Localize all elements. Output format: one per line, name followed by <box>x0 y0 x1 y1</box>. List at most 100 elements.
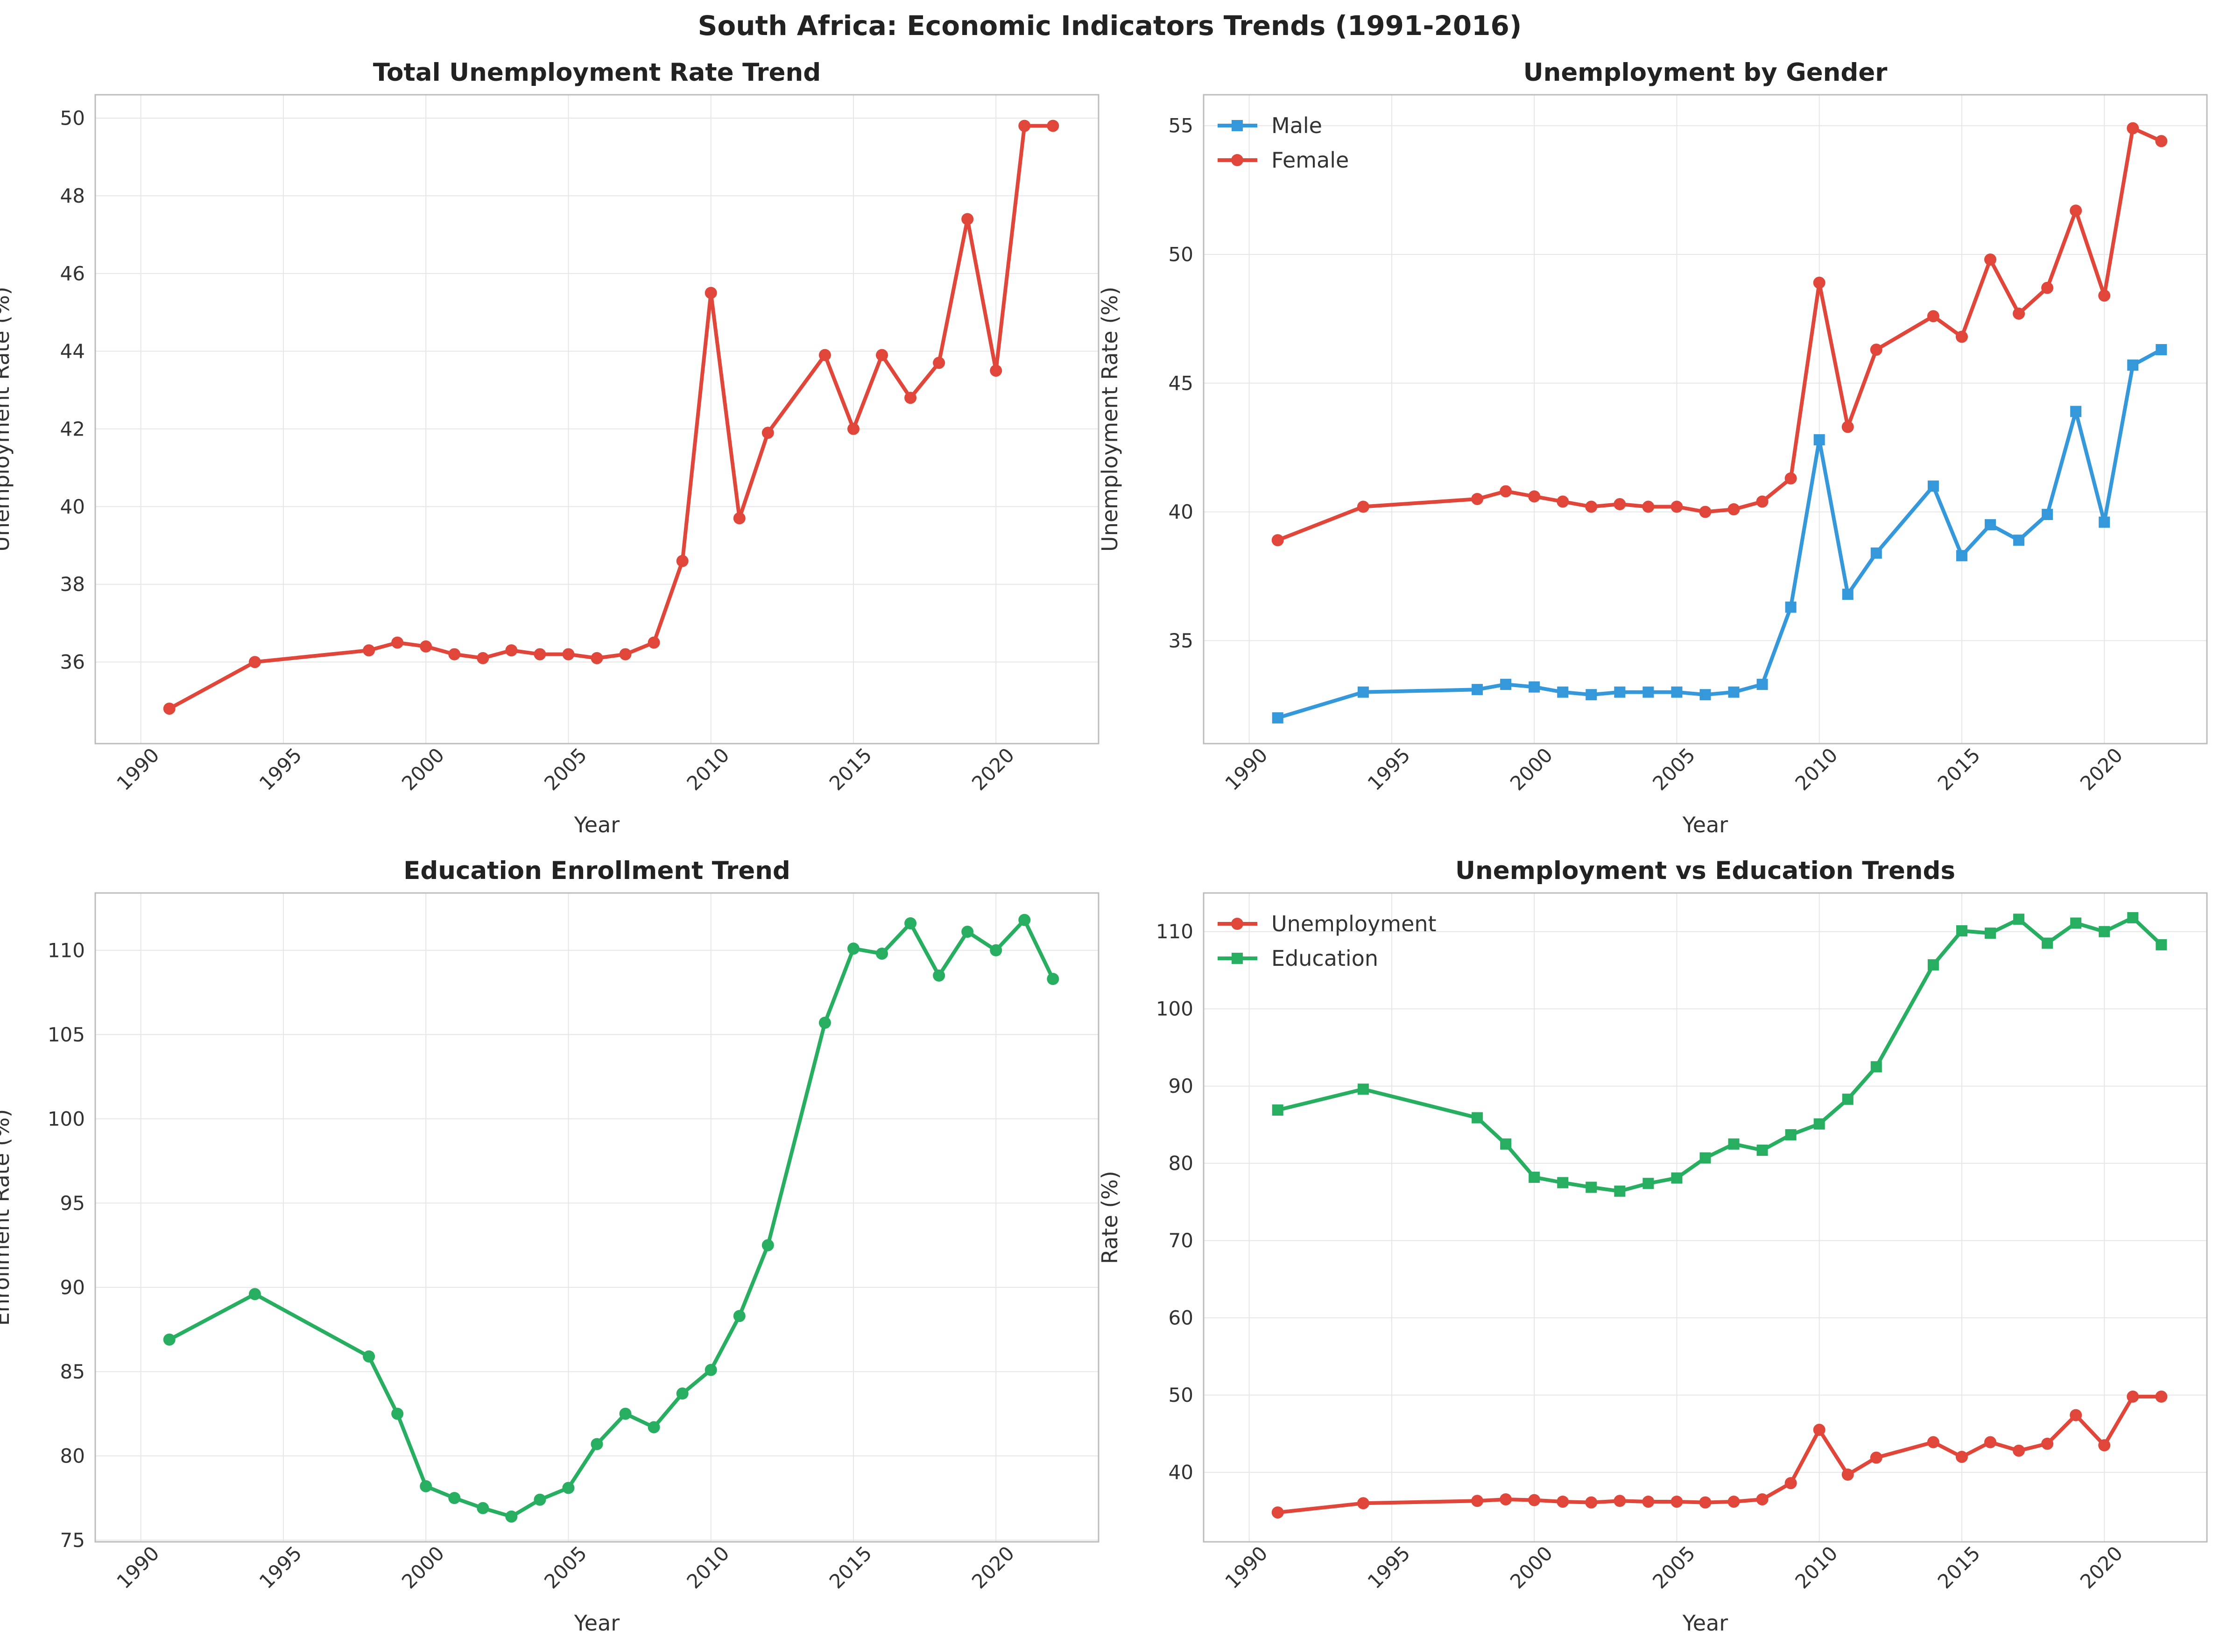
data-point <box>1955 1450 1968 1463</box>
y-tick-label: 70 <box>1169 1229 1193 1252</box>
y-tick-label: 35 <box>1169 629 1193 652</box>
plot-frame <box>94 94 1099 745</box>
y-tick-label: 90 <box>60 1276 85 1299</box>
data-point <box>1272 712 1283 724</box>
data-point <box>1471 492 1484 505</box>
data-point <box>1985 519 1996 531</box>
x-tick-label: 1995 <box>1363 744 1415 795</box>
data-point <box>591 652 603 664</box>
series-line <box>1276 126 2164 542</box>
data-point <box>619 648 632 661</box>
x-tick-label: 1995 <box>1363 1542 1415 1593</box>
data-point <box>2013 307 2025 320</box>
data-point <box>505 644 518 657</box>
data-point <box>363 644 375 657</box>
data-point <box>961 213 974 225</box>
chart-title: Unemployment by Gender <box>1523 58 1888 87</box>
data-point <box>1500 485 1512 498</box>
data-point <box>1500 1493 1512 1505</box>
data-point <box>1927 480 1939 492</box>
data-point <box>1756 679 1768 690</box>
series-line <box>1276 1394 2164 1515</box>
series-line <box>167 124 1055 711</box>
y-tick-label: 85 <box>60 1360 85 1383</box>
data-point <box>1985 928 1996 939</box>
data-point <box>1785 601 1797 613</box>
legend-label: Female <box>1271 148 1349 173</box>
data-point <box>2042 509 2053 520</box>
legend-label: Unemployment <box>1271 911 1437 936</box>
data-point <box>761 427 774 439</box>
y-tick-label: 100 <box>48 1107 85 1130</box>
data-point <box>1472 684 1483 696</box>
data-point <box>1756 1145 1768 1156</box>
data-point <box>1586 689 1597 701</box>
panel-total-unemployment: 1990 1995 2000 2005 2010 2015 2020 36 38 40 42 44 46… <box>0 58 1099 837</box>
data-point <box>1841 1469 1854 1481</box>
legend: Unemployment Education <box>1218 911 1437 971</box>
y-tick-label: 90 <box>1169 1075 1193 1097</box>
legend-label: Education <box>1271 946 1378 971</box>
panel-education-enrollment: 1990 1995 2000 2005 2010 2015 2020 75 80 85 90 95 10… <box>0 857 1099 1636</box>
data-point <box>448 648 461 661</box>
y-tick-label: 110 <box>1156 920 1193 943</box>
series-unemployment <box>1271 1390 2168 1519</box>
y-tick-label: 46 <box>60 262 85 285</box>
data-point <box>163 703 176 715</box>
y-tick-label: 38 <box>60 573 85 596</box>
y-axis-label: Rate (%) <box>1097 1171 1122 1264</box>
data-point <box>391 1407 404 1420</box>
data-point <box>818 349 831 361</box>
data-point <box>1671 1172 1683 1184</box>
data-point <box>1500 1138 1512 1150</box>
data-point <box>990 944 1002 956</box>
data-point <box>2070 406 2082 417</box>
data-point <box>1557 495 1569 508</box>
data-point <box>534 1493 546 1506</box>
data-point <box>904 917 917 929</box>
data-point <box>1870 547 1882 559</box>
x-tick-label: 2010 <box>682 1542 733 1593</box>
data-point <box>1670 1495 1683 1508</box>
data-point <box>2156 344 2167 356</box>
data-point <box>1870 1451 1882 1464</box>
data-point <box>1585 500 1598 513</box>
data-point <box>1528 1494 1541 1506</box>
x-tick-label: 2000 <box>397 744 449 795</box>
data-point <box>2013 1444 2025 1457</box>
x-tick-label: 2020 <box>967 744 1019 795</box>
data-point <box>591 1438 603 1450</box>
data-point <box>1756 495 1769 508</box>
x-tick-label: 1995 <box>255 1542 306 1593</box>
data-point <box>477 652 489 664</box>
y-tick-label: 45 <box>1169 372 1193 394</box>
data-point <box>676 1387 689 1400</box>
data-point <box>2127 1390 2139 1403</box>
data-point <box>1614 1495 1626 1507</box>
x-tick-label: 1990 <box>1220 744 1272 795</box>
grid-lines <box>95 893 1099 1542</box>
data-point <box>1984 1436 1997 1448</box>
data-point <box>1500 679 1512 690</box>
y-tick-label: 80 <box>1169 1152 1193 1175</box>
data-point <box>1557 686 1569 698</box>
y-tick-label: 42 <box>60 417 85 440</box>
grid-lines <box>1204 893 2207 1542</box>
data-point <box>1927 1436 1939 1448</box>
data-point <box>1614 686 1626 698</box>
x-tick-label: 2020 <box>2076 1542 2127 1593</box>
x-tick-label: 2015 <box>825 1542 876 1593</box>
data-point <box>1357 1497 1369 1510</box>
data-point <box>1357 1083 1369 1095</box>
grid-lines <box>95 95 1099 744</box>
x-tick-label: 2000 <box>1506 744 1557 795</box>
data-point <box>1927 959 1939 970</box>
series-line <box>163 120 1059 715</box>
data-point <box>2070 1409 2082 1421</box>
data-point <box>1271 1506 1284 1519</box>
x-tick-label: 2015 <box>825 744 876 795</box>
data-point <box>1471 1495 1484 1507</box>
data-point <box>248 656 261 668</box>
data-point <box>1557 1495 1569 1508</box>
